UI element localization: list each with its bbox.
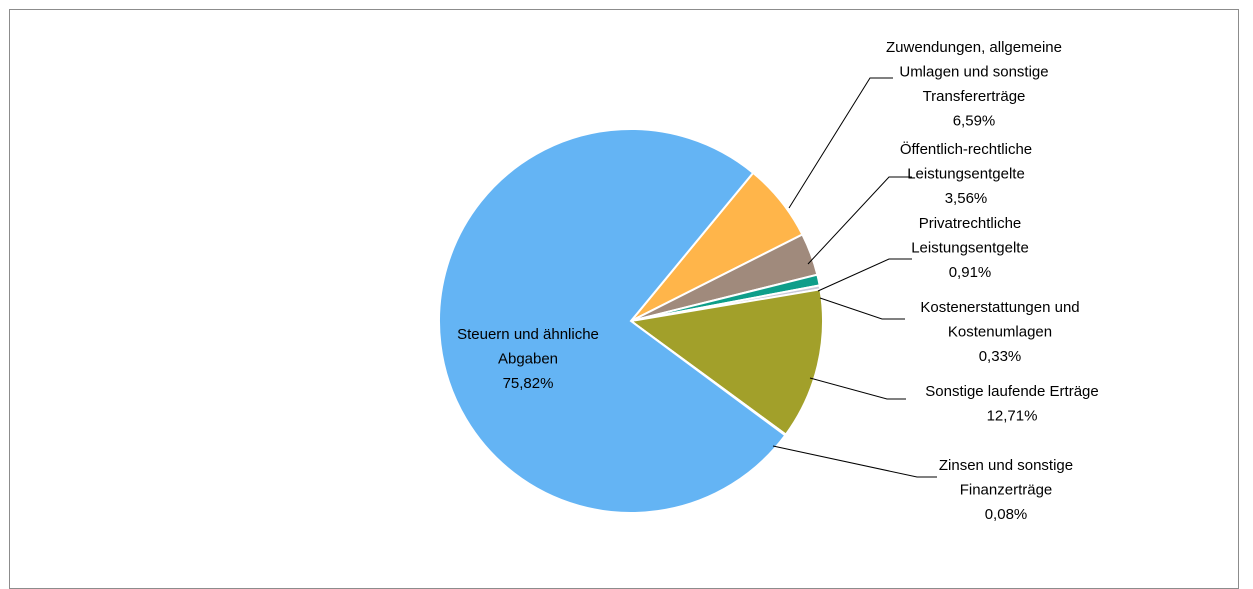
slice-name-label: Zuwendungen, allgemeine (886, 39, 1062, 56)
slice-label: Kostenerstattungen und Kostenumlagen 0,33% (920, 299, 1079, 365)
leader-line (807, 176, 912, 265)
slice-value-label: 0,91% (949, 264, 992, 281)
pie-slice (628, 288, 824, 436)
slice-label: Sonstige laufende Erträge 12,71% (925, 383, 1098, 425)
slice-label: Öffentlich-rechtliche Leistungsentgelte 3,… (900, 140, 1032, 207)
slice-name-label: Privatrechtliche (919, 215, 1022, 232)
leader-line (819, 297, 905, 320)
slice-value-label: 75,82% (503, 375, 554, 392)
slice-name-label: Kostenerstattungen und (920, 299, 1079, 316)
slice-label: Steuern und ähnliche Abgaben 75,82% (457, 326, 599, 392)
pie-slice (438, 128, 787, 514)
slice-name-label: Zinsen und sonstige (939, 457, 1073, 474)
slice-value-label: 0,33% (979, 348, 1022, 365)
slice-value-label: 0,08% (985, 506, 1028, 523)
slice-name-label: Leistungsentgelte (911, 240, 1029, 257)
leader-line (772, 445, 937, 478)
slice-name-label: Steuern und ähnliche (457, 326, 599, 343)
slice-label: Zuwendungen, allgemeine Umlagen und sonst… (886, 39, 1062, 130)
slice-name-label: Sonstige laufende Erträge (925, 383, 1098, 400)
slice-name-label: Kostenumlagen (948, 324, 1052, 341)
leader-line (817, 258, 912, 292)
slice-name-label: Abgaben (498, 351, 558, 368)
leader-line (809, 377, 906, 400)
slice-value-label: 12,71% (987, 408, 1038, 425)
leader-line (788, 77, 893, 209)
pie-chart: Zuwendungen, allgemeine Umlagen und sonst… (438, 39, 1099, 523)
slice-label: Privatrechtliche Leistungsentgelte 0,91% (911, 215, 1029, 281)
slice-name-label: Leistungsentgelte (907, 166, 1025, 183)
slice-label: Zinsen und sonstige Finanzerträge 0,08% (939, 457, 1073, 523)
slice-name-label: Umlagen und sonstige (899, 64, 1048, 81)
slice-value-label: 6,59% (953, 113, 996, 130)
slice-name-label: Transfererträge (923, 88, 1026, 105)
slice-name-label: Öffentlich-rechtliche (900, 140, 1032, 158)
slice-value-label: 3,56% (945, 190, 988, 207)
slice-name-label: Finanzerträge (960, 482, 1053, 499)
